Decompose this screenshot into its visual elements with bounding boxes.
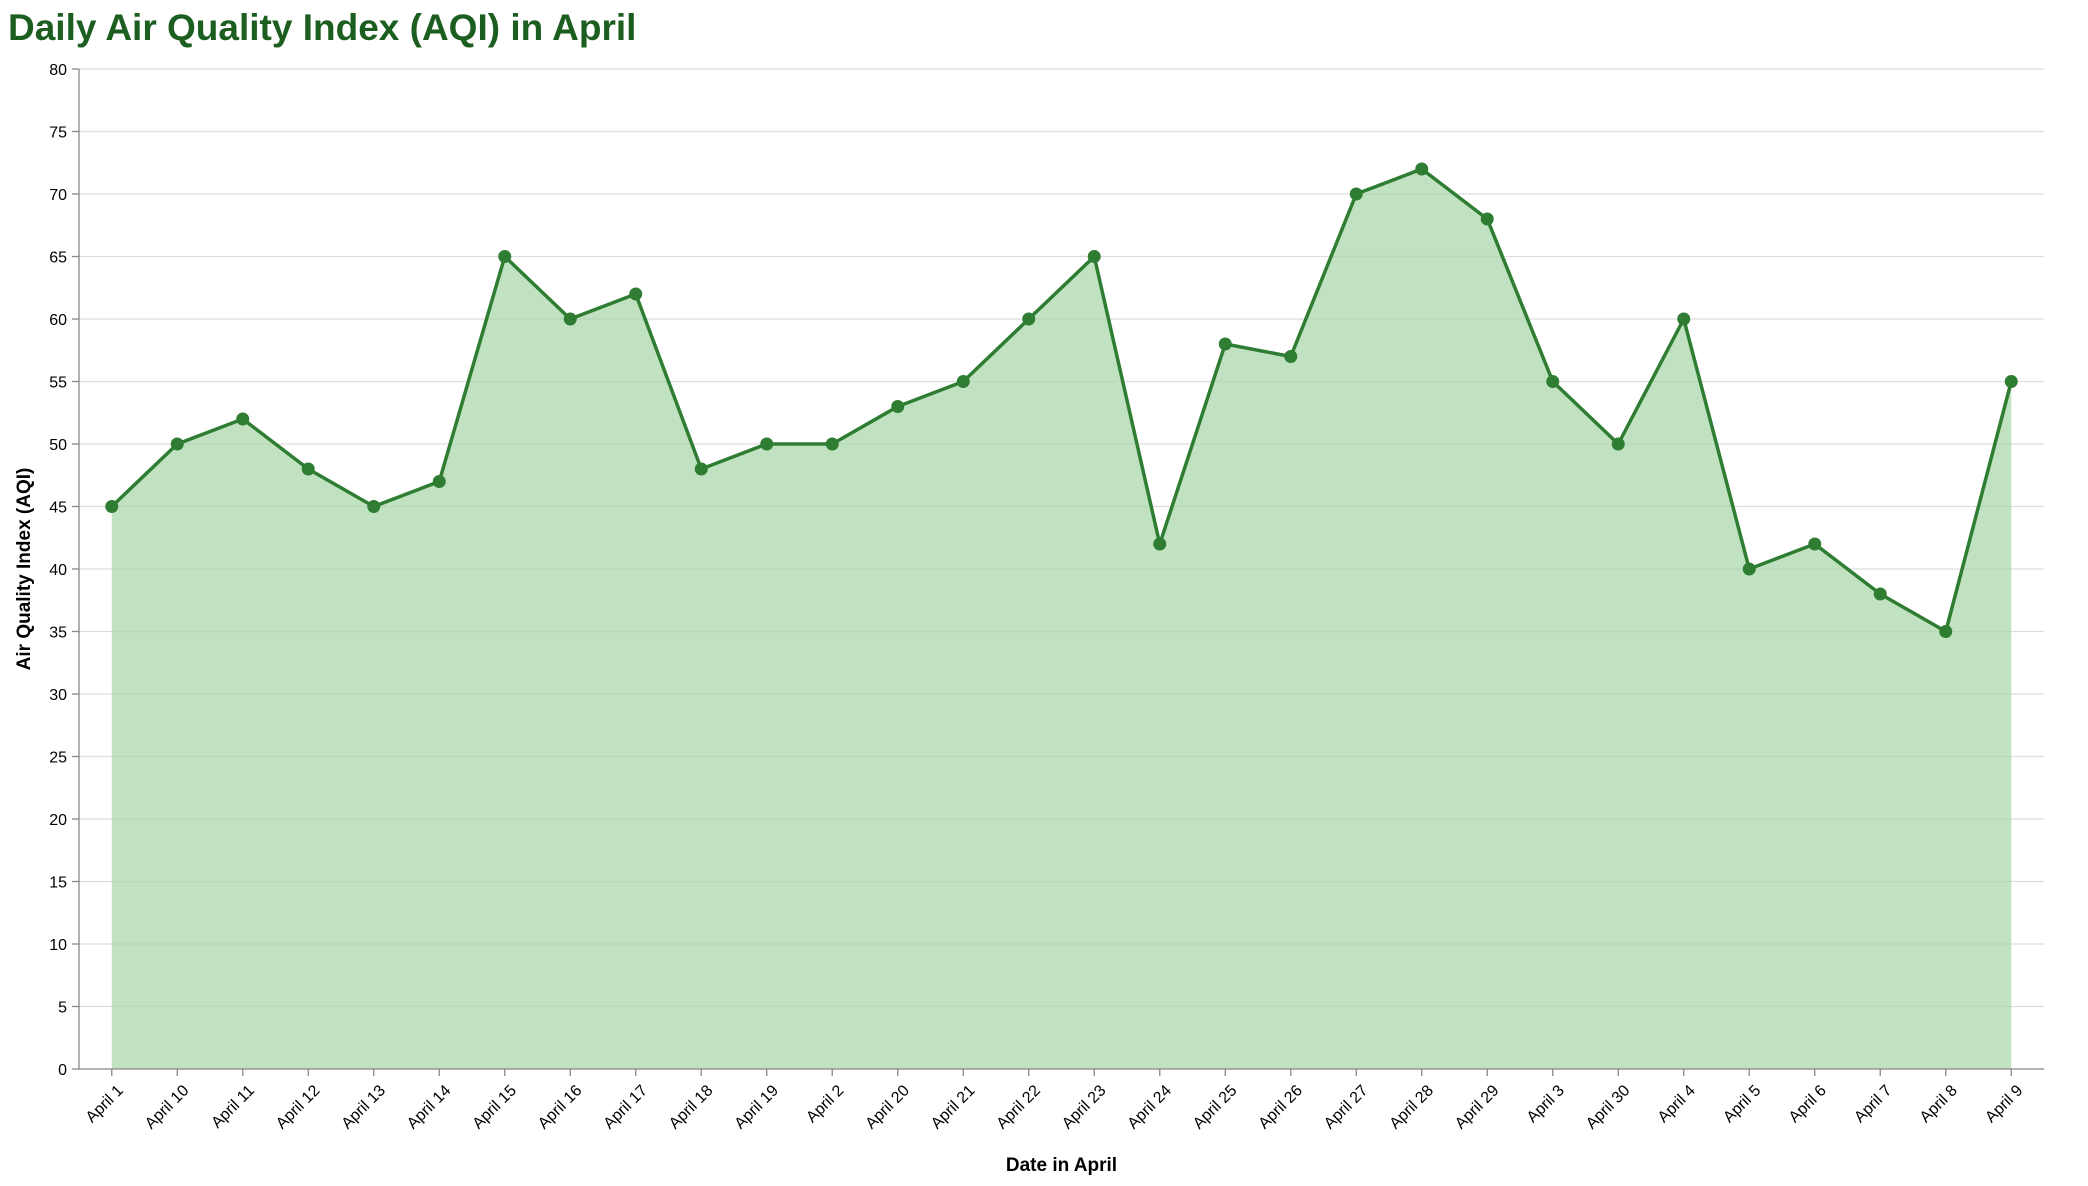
y-tick-label: 35 xyxy=(49,625,67,642)
aqi-point[interactable] xyxy=(1284,350,1298,363)
aqi-point[interactable] xyxy=(367,500,381,513)
aqi-point[interactable] xyxy=(170,437,184,451)
y-tick-label: 70 xyxy=(49,187,67,204)
aqi-point[interactable] xyxy=(1087,250,1101,263)
x-tick-label: April 13 xyxy=(339,1082,389,1132)
aqi-line xyxy=(110,167,2013,634)
aqi-point[interactable] xyxy=(694,462,708,476)
x-tick-label: April 7 xyxy=(1851,1082,1895,1126)
x-tick-label: April 3 xyxy=(1524,1082,1568,1126)
x-tick-label: April 23 xyxy=(1059,1082,1109,1132)
x-axis: April 1 April 10 April 11 April 12 April 13 A… xyxy=(79,1068,2044,1133)
x-tick-label: April 17 xyxy=(601,1082,651,1132)
x-tick-label: April 29 xyxy=(1452,1082,1502,1132)
aqi-point[interactable] xyxy=(563,312,577,326)
x-tick-label: April 30 xyxy=(1583,1082,1633,1132)
aqi-point[interactable] xyxy=(891,400,905,413)
y-tick-label: 20 xyxy=(49,812,67,829)
chart-title: Daily Air Quality Index (AQI) in April xyxy=(8,7,636,48)
y-tick-label: 15 xyxy=(49,875,67,892)
y-tick-label: 10 xyxy=(49,937,67,954)
x-tick-label: April 1 xyxy=(83,1082,127,1126)
aqi-point[interactable] xyxy=(432,475,446,488)
x-tick-label: April 27 xyxy=(1321,1082,1371,1132)
aqi-point[interactable] xyxy=(1677,312,1691,326)
aqi-point[interactable] xyxy=(236,412,250,426)
x-tick-label: April 22 xyxy=(994,1082,1044,1132)
aqi-point[interactable] xyxy=(629,287,643,301)
aqi-point[interactable] xyxy=(760,437,774,451)
aqi-point[interactable] xyxy=(1153,537,1167,551)
x-tick-label: April 4 xyxy=(1655,1082,1699,1126)
aqi-area xyxy=(111,169,2012,1069)
x-tick-label: April 2 xyxy=(803,1082,847,1126)
aqi-point[interactable] xyxy=(1939,625,1953,638)
aqi-point[interactable] xyxy=(105,500,119,513)
y-tick-label: 40 xyxy=(49,562,67,579)
y-tick-label: 55 xyxy=(49,375,67,392)
aqi-point[interactable] xyxy=(1611,437,1625,451)
y-tick-label: 65 xyxy=(49,250,67,267)
y-tick-label: 30 xyxy=(49,687,67,704)
x-tick-label: April 12 xyxy=(273,1082,323,1132)
x-tick-label: April 14 xyxy=(404,1082,454,1132)
x-tick-label: April 21 xyxy=(928,1082,978,1132)
y-axis: 0 5 10 15 20 25 30 35 40 45 50 55 60 65 70 75 80 xyxy=(49,62,80,1079)
y-tick-label: 80 xyxy=(49,62,67,79)
y-tick-label: 75 xyxy=(49,125,67,142)
x-tick-label: April 9 xyxy=(1982,1082,2026,1126)
x-tick-label: April 19 xyxy=(732,1082,782,1132)
plot-area xyxy=(105,162,2018,1069)
aqi-point[interactable] xyxy=(1480,212,1494,226)
x-tick-label: April 11 xyxy=(208,1082,258,1132)
aqi-point[interactable] xyxy=(1546,375,1560,388)
aqi-point[interactable] xyxy=(1218,337,1232,351)
y-axis-title: Air Quality Index (AQI) xyxy=(14,468,35,671)
aqi-point[interactable] xyxy=(301,462,315,476)
y-tick-label: 50 xyxy=(49,437,67,454)
x-tick-label: April 15 xyxy=(470,1082,520,1132)
y-tick-label: 45 xyxy=(49,500,67,517)
aqi-point[interactable] xyxy=(1349,187,1363,201)
aqi-point[interactable] xyxy=(1415,162,1429,176)
aqi-point[interactable] xyxy=(1742,562,1756,576)
y-tick-label: 60 xyxy=(49,312,67,329)
x-tick-label: April 10 xyxy=(142,1082,192,1132)
y-tick-label: 5 xyxy=(58,1000,67,1017)
aqi-point[interactable] xyxy=(1808,537,1822,551)
x-tick-label: April 28 xyxy=(1387,1082,1437,1132)
x-tick-label: April 25 xyxy=(1190,1082,1240,1132)
y-tick-label: 25 xyxy=(49,750,67,767)
aqi-point[interactable] xyxy=(1022,312,1036,326)
x-tick-label: April 5 xyxy=(1720,1082,1764,1126)
x-tick-label: April 18 xyxy=(666,1082,716,1132)
aqi-point[interactable] xyxy=(956,375,970,388)
y-tick-label: 0 xyxy=(58,1062,67,1079)
x-tick-label: April 6 xyxy=(1786,1082,1830,1126)
aqi-point[interactable] xyxy=(825,437,839,451)
x-tick-label: April 8 xyxy=(1917,1082,1961,1126)
x-tick-label: April 20 xyxy=(863,1082,913,1132)
x-tick-label: April 16 xyxy=(535,1082,585,1132)
aqi-point[interactable] xyxy=(498,250,512,263)
aqi-point[interactable] xyxy=(2004,375,2018,388)
aqi-point[interactable] xyxy=(1873,587,1887,601)
x-axis-title: Date in April xyxy=(1006,1155,1117,1176)
x-tick-label: April 26 xyxy=(1256,1082,1306,1132)
x-tick-label: April 24 xyxy=(1125,1082,1175,1132)
